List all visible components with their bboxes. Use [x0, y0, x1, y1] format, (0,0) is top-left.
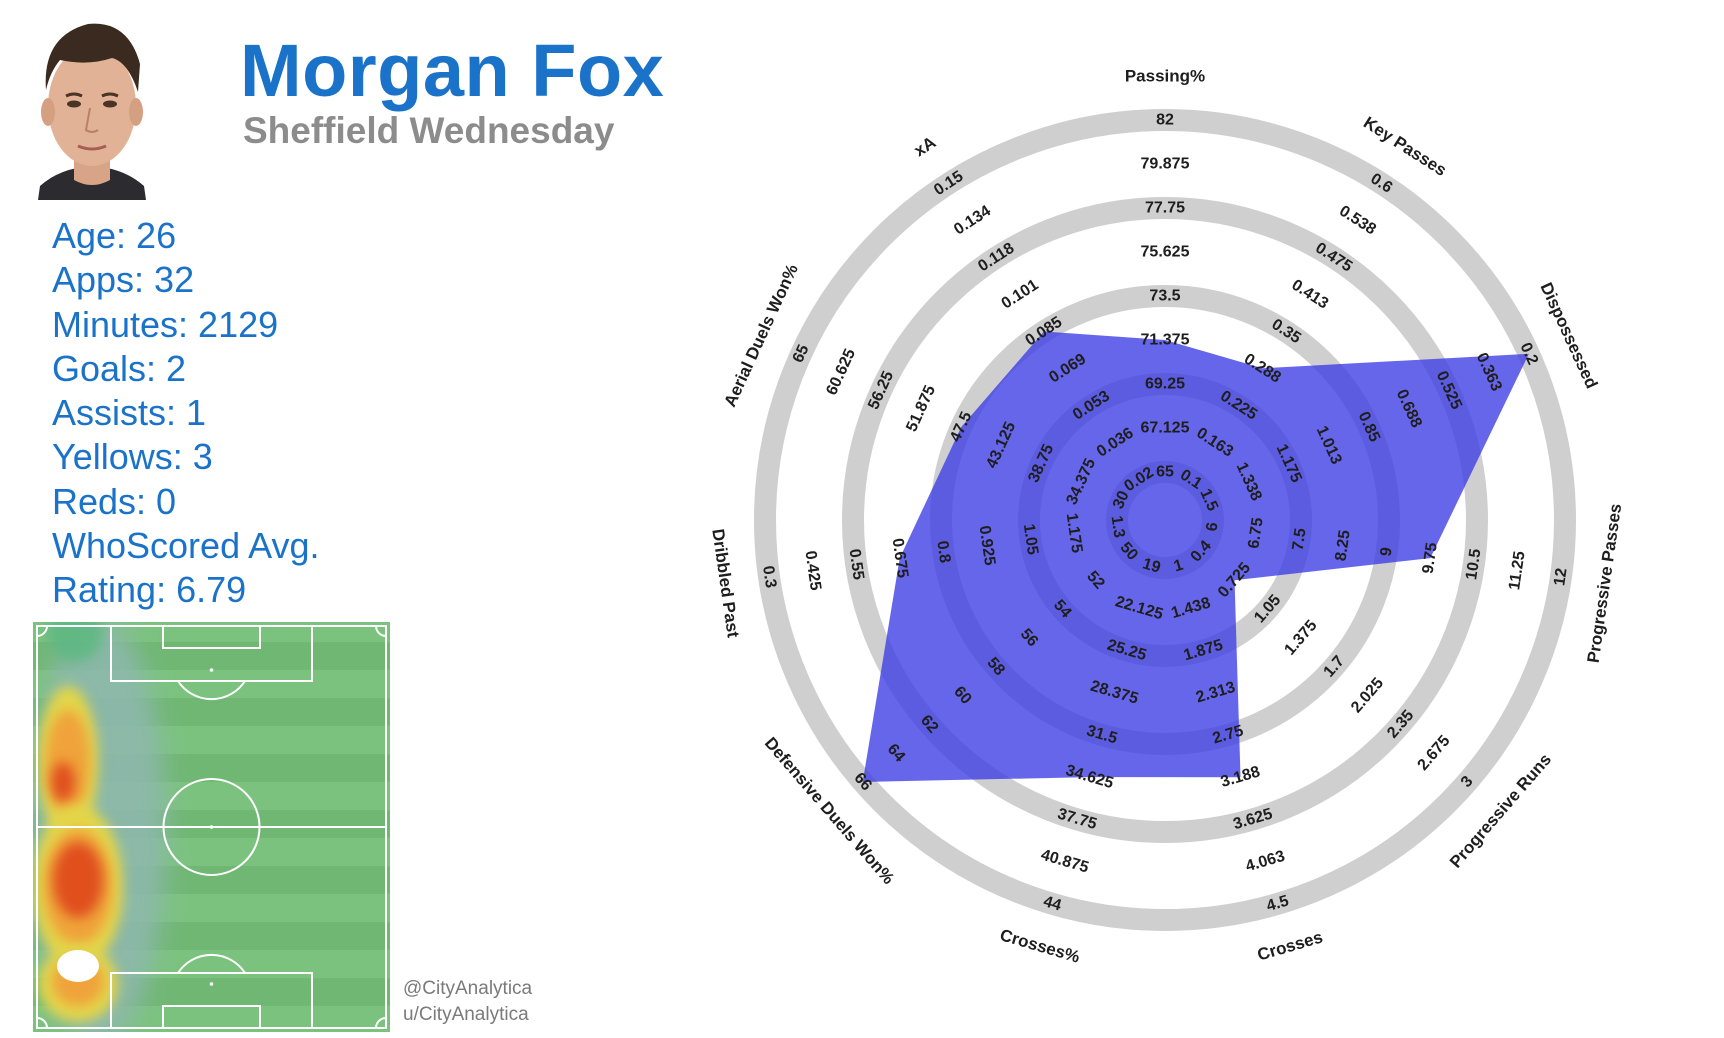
player-photo: [30, 8, 154, 200]
stat-rating: Rating: 6.79: [52, 569, 247, 611]
stat-reds: Reds: 0: [52, 480, 177, 522]
radar-tick-label: 0.134: [951, 202, 994, 238]
radar-tick-label: 0.3: [759, 565, 779, 590]
radar-tick-label: 0.8: [933, 540, 953, 565]
radar-polygon: [862, 331, 1529, 782]
radar-tick-label: 0.538: [1336, 203, 1379, 239]
radar-tick-label: 65: [790, 342, 813, 365]
radar-tick-label: 40.875: [1039, 847, 1091, 877]
radar-tick-label: 77.75: [1145, 200, 1185, 217]
radar-tick-label: 51.875: [903, 383, 939, 435]
radar-tick-label: 82: [1156, 112, 1174, 129]
radar-tick-label: 67.125: [1141, 420, 1190, 437]
radar-tick-label: 1.375: [1282, 617, 1321, 658]
radar-tick-label: 73.5: [1149, 288, 1180, 305]
radar-tick-label: 4.063: [1244, 848, 1287, 876]
radar-tick-label: 44: [1041, 893, 1063, 914]
radar-tick-label: 7.5: [1290, 527, 1310, 552]
credit-reddit: u/CityAnalytica: [403, 1004, 529, 1025]
radar-tick-label: 9: [1378, 546, 1396, 557]
radar-tick-label: 9.75: [1420, 541, 1441, 574]
radar-axis-label: Crosses%: [998, 925, 1082, 966]
radar-polygon-layer: [862, 331, 1529, 782]
radar-tick-label: 19: [1141, 555, 1163, 576]
radar-axis-label: Progressive Runs: [1446, 750, 1555, 872]
radar-tick-label: 0.101: [999, 277, 1042, 313]
radar-tick-label: 10.5: [1463, 548, 1484, 581]
radar-tick-label: 0.413: [1288, 277, 1331, 313]
credit-twitter: @CityAnalytica: [403, 978, 533, 999]
radar-tick-label: 0.55: [846, 548, 867, 581]
radar-tick-label: 2.025: [1348, 675, 1387, 716]
radar-tick-label: 0.925: [976, 525, 999, 567]
radar-tick-label: 0.675: [888, 537, 911, 579]
radar-tick-label: 4.5: [1265, 892, 1291, 915]
stat-age: Age: 26: [52, 215, 177, 256]
radar-tick-label: 71.375: [1141, 332, 1190, 349]
heatmap-pitch: [33, 622, 390, 1032]
stat-minutes: Minutes: 2129: [52, 303, 279, 345]
club-name: Sheffield Wednesday: [243, 110, 615, 151]
radar-tick-label: 8.25: [1333, 529, 1354, 562]
stat-apps: Apps: 32: [52, 259, 195, 301]
player-stats-list: Age: 26 Apps: 32 Minutes: 2129 Goals: 2 …: [52, 214, 320, 613]
radar-tick-label: 1.05: [1020, 523, 1041, 556]
radar-axis-label: Progressive Passes: [1584, 502, 1626, 664]
stat-assists: Assists: 1: [52, 392, 207, 434]
radar-tick-label: 65: [1156, 464, 1174, 481]
radar-axis-label: xA: [911, 133, 940, 161]
radar-tick-label: 2.675: [1415, 732, 1454, 773]
radar-axis-label: Dribbled Past: [708, 528, 742, 640]
radar-tick-label: 79.875: [1141, 156, 1190, 173]
heat-blobs: [33, 622, 166, 1032]
ball-marker: [57, 950, 99, 982]
radar-ring: [842, 197, 1488, 843]
radar-tick-label: 11.25: [1506, 550, 1528, 591]
stat-goals: Goals: 2: [52, 347, 187, 389]
radar-axis-label: Passing%: [1125, 67, 1205, 86]
radar-tick-label: 75.625: [1141, 244, 1190, 261]
radar-tick-label: 6: [1203, 521, 1221, 532]
radar-ring: [754, 109, 1576, 931]
radar-tick-label: 1.3: [1107, 515, 1127, 540]
radar-tick-label: 6.75: [1245, 516, 1266, 549]
radar-tick-label: 0.425: [801, 550, 824, 592]
radar-axis-label: Crosses: [1255, 927, 1325, 964]
radar-tick-label: 12: [1551, 567, 1570, 587]
radar-tick-label: 60.625: [823, 346, 859, 398]
radar-tick-label: 1.175: [1063, 512, 1086, 554]
stat-yellows: Yellows: 3: [52, 436, 213, 478]
radar-tick-label: 69.25: [1145, 376, 1185, 393]
player-name: Morgan Fox: [240, 29, 665, 112]
credits: @CityAnalytica u/CityAnalytica: [403, 976, 532, 1028]
stat-whoscored-label: WhoScored Avg.: [52, 525, 320, 567]
radar-tick-label: 30: [1110, 488, 1133, 511]
